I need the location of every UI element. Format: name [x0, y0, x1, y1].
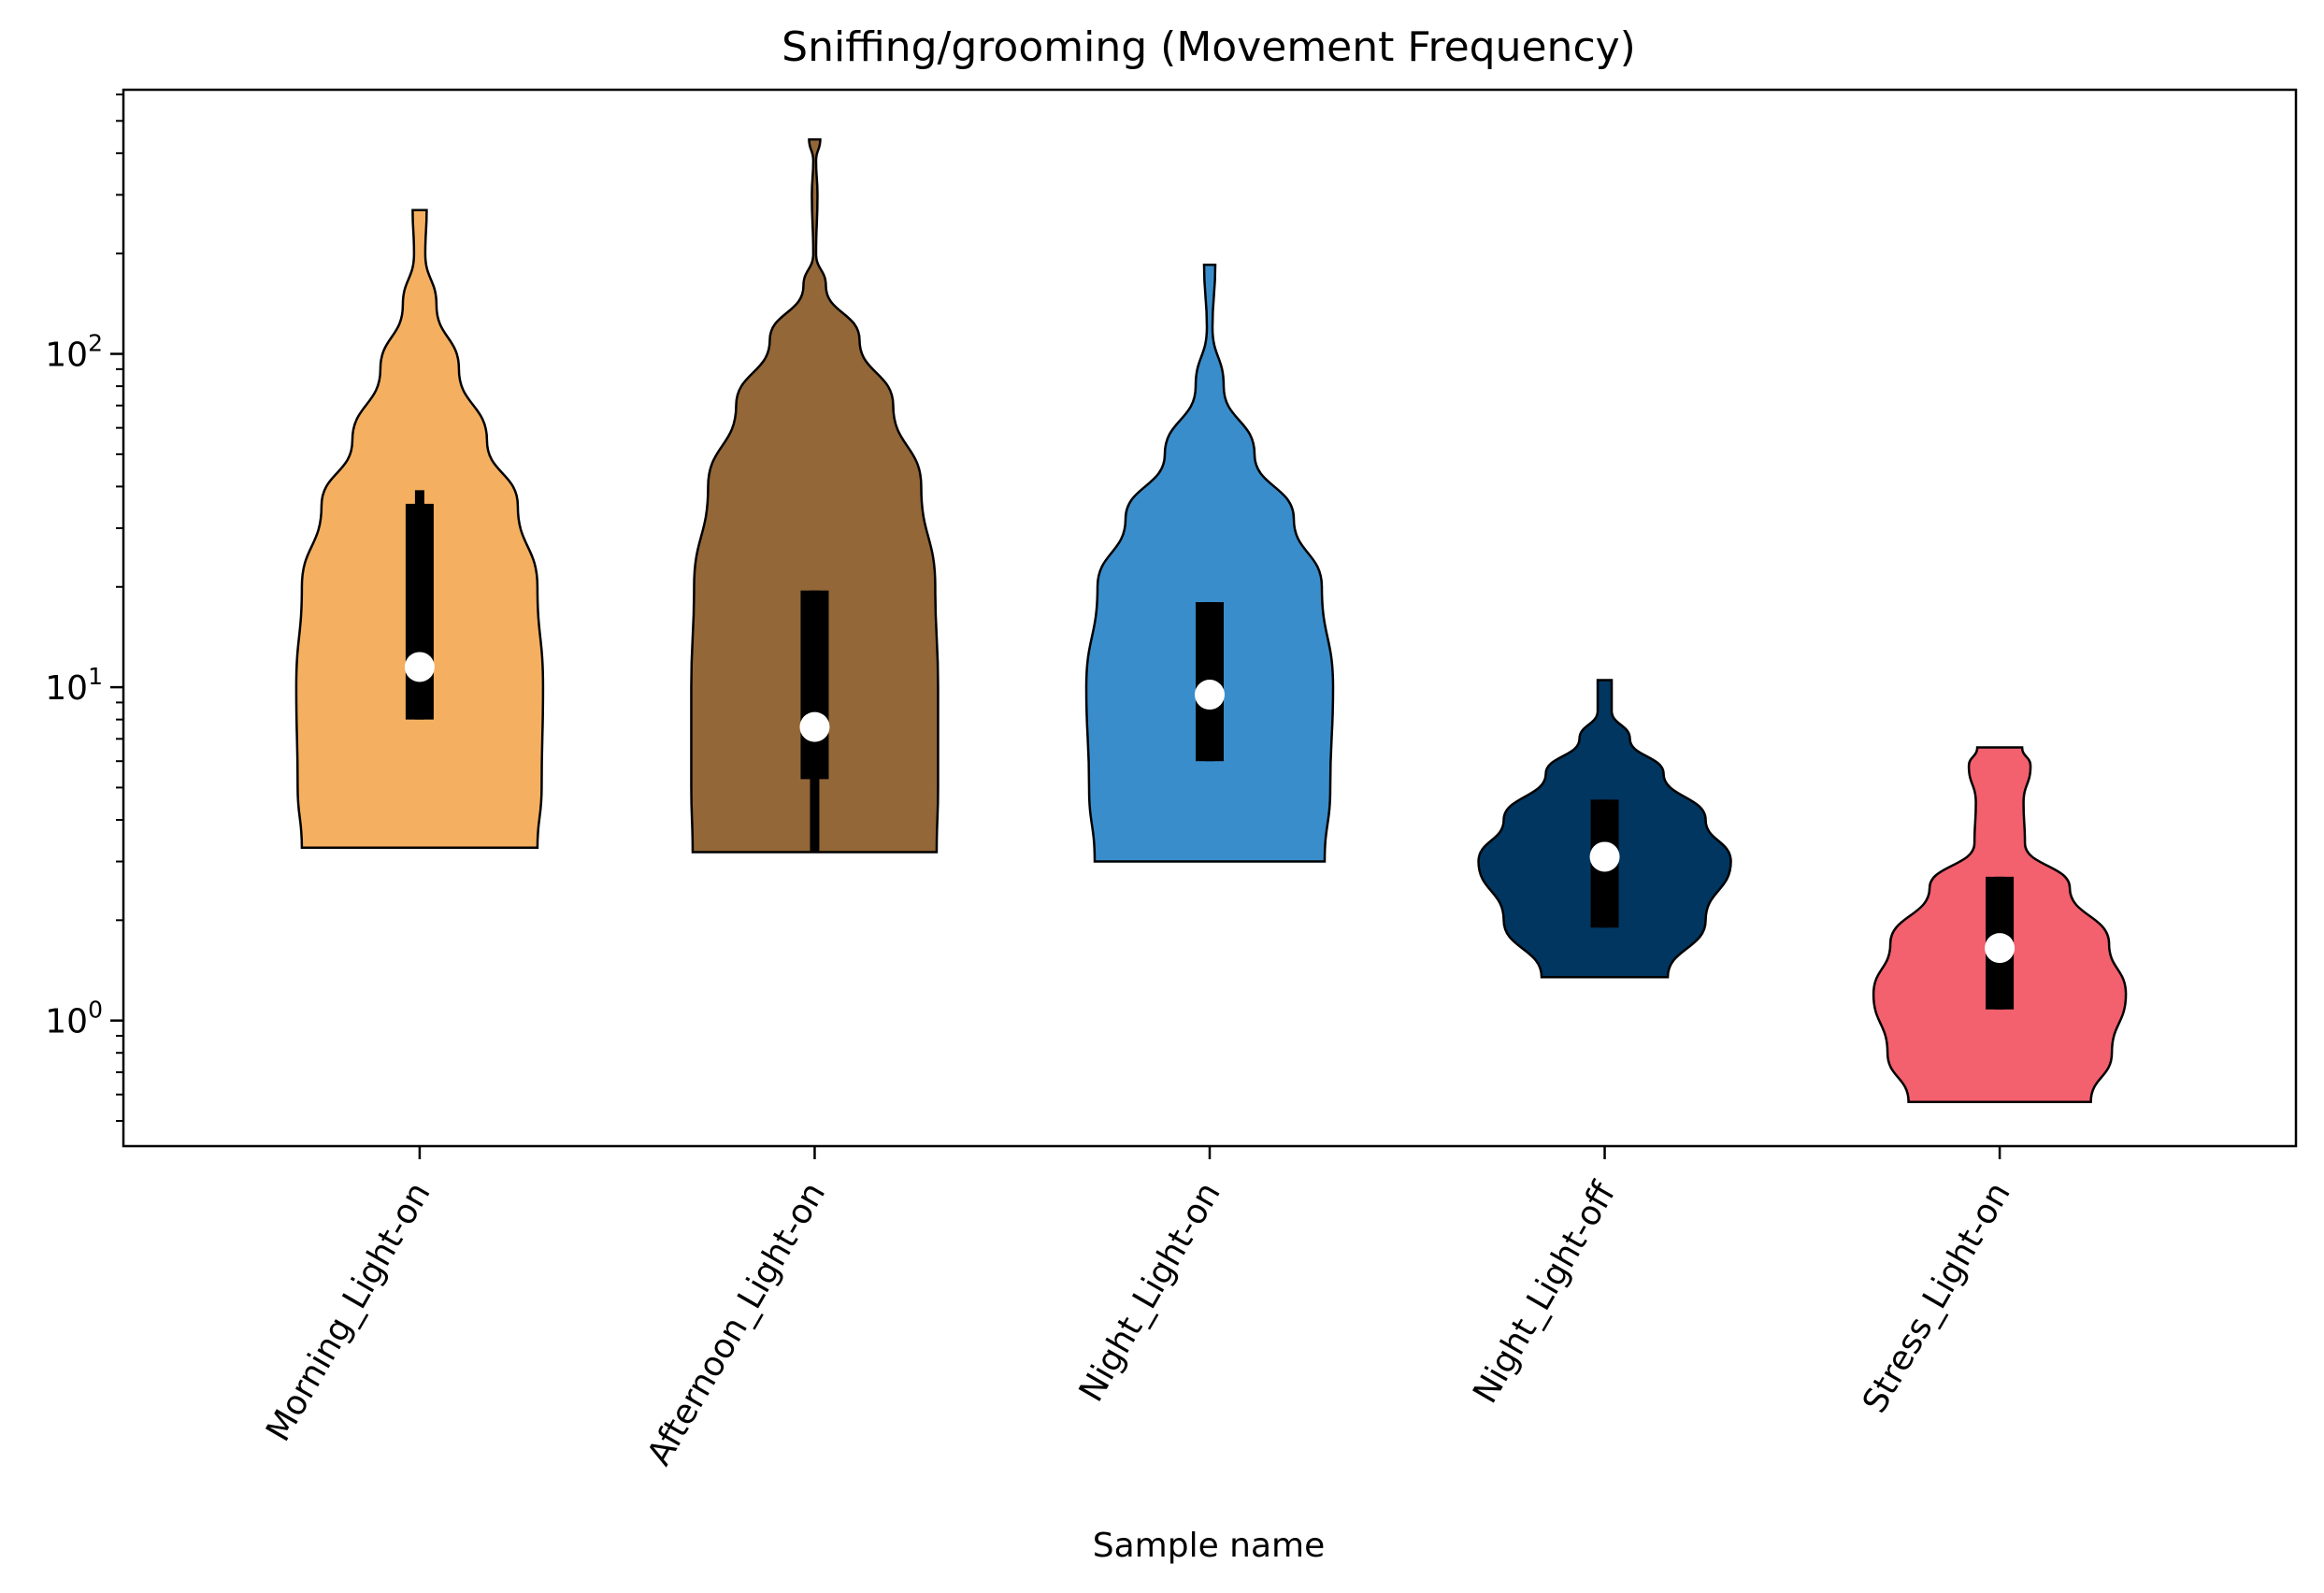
y-axis: 100 101 102 [45, 93, 123, 1123]
x-tick-label: Night_Light-on [1072, 1176, 1228, 1408]
x-axis-label: Sample name [1093, 1527, 1326, 1565]
x-tick-label: Night_Light-off [1466, 1175, 1624, 1410]
box-markers-group [404, 490, 2016, 1010]
y-tick-label: 100 [45, 997, 103, 1041]
median-marker-Night_Light-off [1589, 841, 1620, 872]
median-marker-Morning_Light-on [404, 652, 435, 682]
y-tick-label: 101 [45, 663, 103, 708]
iqr-box-Afternoon_Light-on [800, 590, 829, 780]
median-marker-Stress_Light-on [1985, 933, 2016, 964]
median-marker-Afternoon_Light-on [799, 711, 830, 742]
x-tick-label: Stress_Light-on [1856, 1176, 2018, 1419]
violin-Afternoon_Light-on [690, 137, 940, 854]
violin-Night_Light-on [1084, 264, 1335, 863]
median-marker-Night_Light-on [1195, 680, 1225, 710]
x-tick-label: Afternoon_Light-on [640, 1176, 833, 1472]
x-tick-label: Morning_Light-on [259, 1176, 438, 1448]
x-axis: Morning_Light-on Afternoon_Light-on Night_… [259, 1146, 2018, 1472]
iqr-box-Morning_Light-on [405, 503, 434, 720]
y-tick-label: 102 [45, 330, 103, 375]
chart-title: Sniffing/grooming (Movement Frequency) [782, 23, 1636, 71]
